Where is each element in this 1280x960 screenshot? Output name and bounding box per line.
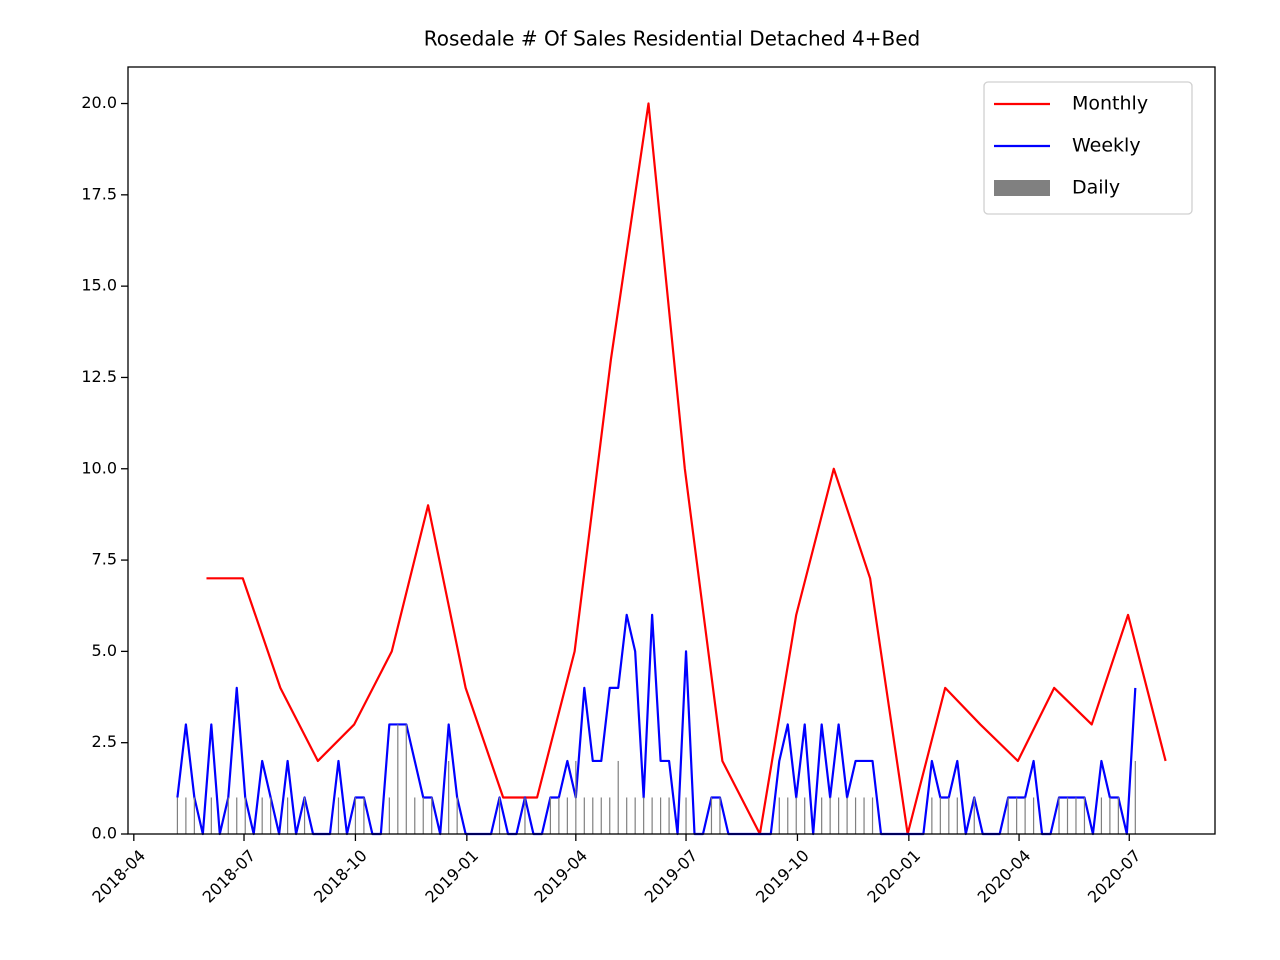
bar (363, 797, 365, 834)
series-line (206, 102, 1167, 836)
bar (685, 797, 687, 834)
y-tick-label: 2.5 (92, 732, 117, 751)
bar (1100, 797, 1103, 834)
bar (660, 797, 662, 834)
bar (448, 760, 450, 834)
bar (558, 797, 560, 834)
bar (1058, 797, 1060, 834)
bar (303, 797, 306, 834)
bar (431, 797, 433, 834)
bar (422, 797, 424, 834)
legend-label: Daily (1072, 177, 1120, 199)
bar (185, 797, 187, 834)
bar (634, 797, 636, 834)
bar (1066, 797, 1069, 834)
series-line (176, 613, 1137, 836)
bar (829, 797, 831, 834)
bar (236, 797, 238, 834)
bar (787, 797, 789, 834)
bar (600, 797, 602, 834)
bar (210, 797, 212, 834)
bar (643, 797, 645, 834)
y-tick-label: 20.0 (81, 93, 117, 112)
bar (287, 797, 289, 834)
bar (804, 797, 806, 834)
legend-swatch (994, 180, 1050, 196)
bar (795, 797, 797, 834)
y-tick-label: 12.5 (81, 367, 117, 386)
bar (617, 760, 619, 834)
bar (939, 797, 941, 834)
bar (227, 797, 229, 834)
bar (575, 760, 577, 834)
chart-title: Rosedale # Of Sales Residential Detached… (424, 27, 921, 51)
bar (668, 797, 670, 834)
bar (1016, 797, 1018, 834)
bar (414, 797, 416, 834)
bar (1024, 797, 1026, 834)
bar (651, 797, 653, 834)
bar (609, 797, 611, 834)
bar (261, 797, 263, 834)
y-tick-label: 15.0 (81, 276, 117, 295)
bar (854, 797, 857, 834)
bar (821, 797, 823, 834)
bar (583, 797, 585, 834)
y-tick-label: 10.0 (81, 458, 117, 477)
bar (1083, 797, 1086, 834)
bar (1032, 797, 1035, 834)
bar (863, 797, 865, 834)
bar (498, 797, 501, 834)
bar (710, 797, 713, 834)
bar (193, 797, 195, 834)
bar (1007, 797, 1009, 834)
bar (931, 797, 933, 834)
legend-label: Weekly (1072, 135, 1141, 157)
bar (1075, 797, 1077, 834)
bar (566, 797, 568, 834)
bar (973, 797, 975, 834)
bar (397, 724, 399, 834)
bar (405, 724, 407, 834)
bar (1109, 797, 1111, 834)
bar (456, 797, 458, 834)
bar (956, 797, 958, 834)
bar (354, 797, 357, 834)
bar (1117, 797, 1119, 834)
bar (626, 797, 628, 834)
bar (388, 797, 390, 834)
bar (838, 797, 840, 834)
y-tick-label: 17.5 (81, 184, 117, 203)
bar (1134, 760, 1136, 834)
y-tick-label: 0.0 (92, 824, 117, 843)
bar (176, 797, 179, 834)
bar (549, 797, 551, 834)
y-tick-label: 7.5 (92, 550, 117, 569)
bar (948, 797, 950, 834)
bar (337, 797, 340, 834)
bar (592, 797, 594, 834)
y-tick-label: 5.0 (92, 641, 117, 660)
bar (524, 797, 526, 834)
bar (270, 797, 272, 834)
bar (846, 797, 848, 834)
legend-label: Monthly (1072, 93, 1148, 115)
bar (719, 797, 721, 834)
bar (244, 797, 246, 834)
bar (871, 797, 874, 834)
plot-frame (127, 66, 1216, 835)
bar (778, 797, 780, 834)
